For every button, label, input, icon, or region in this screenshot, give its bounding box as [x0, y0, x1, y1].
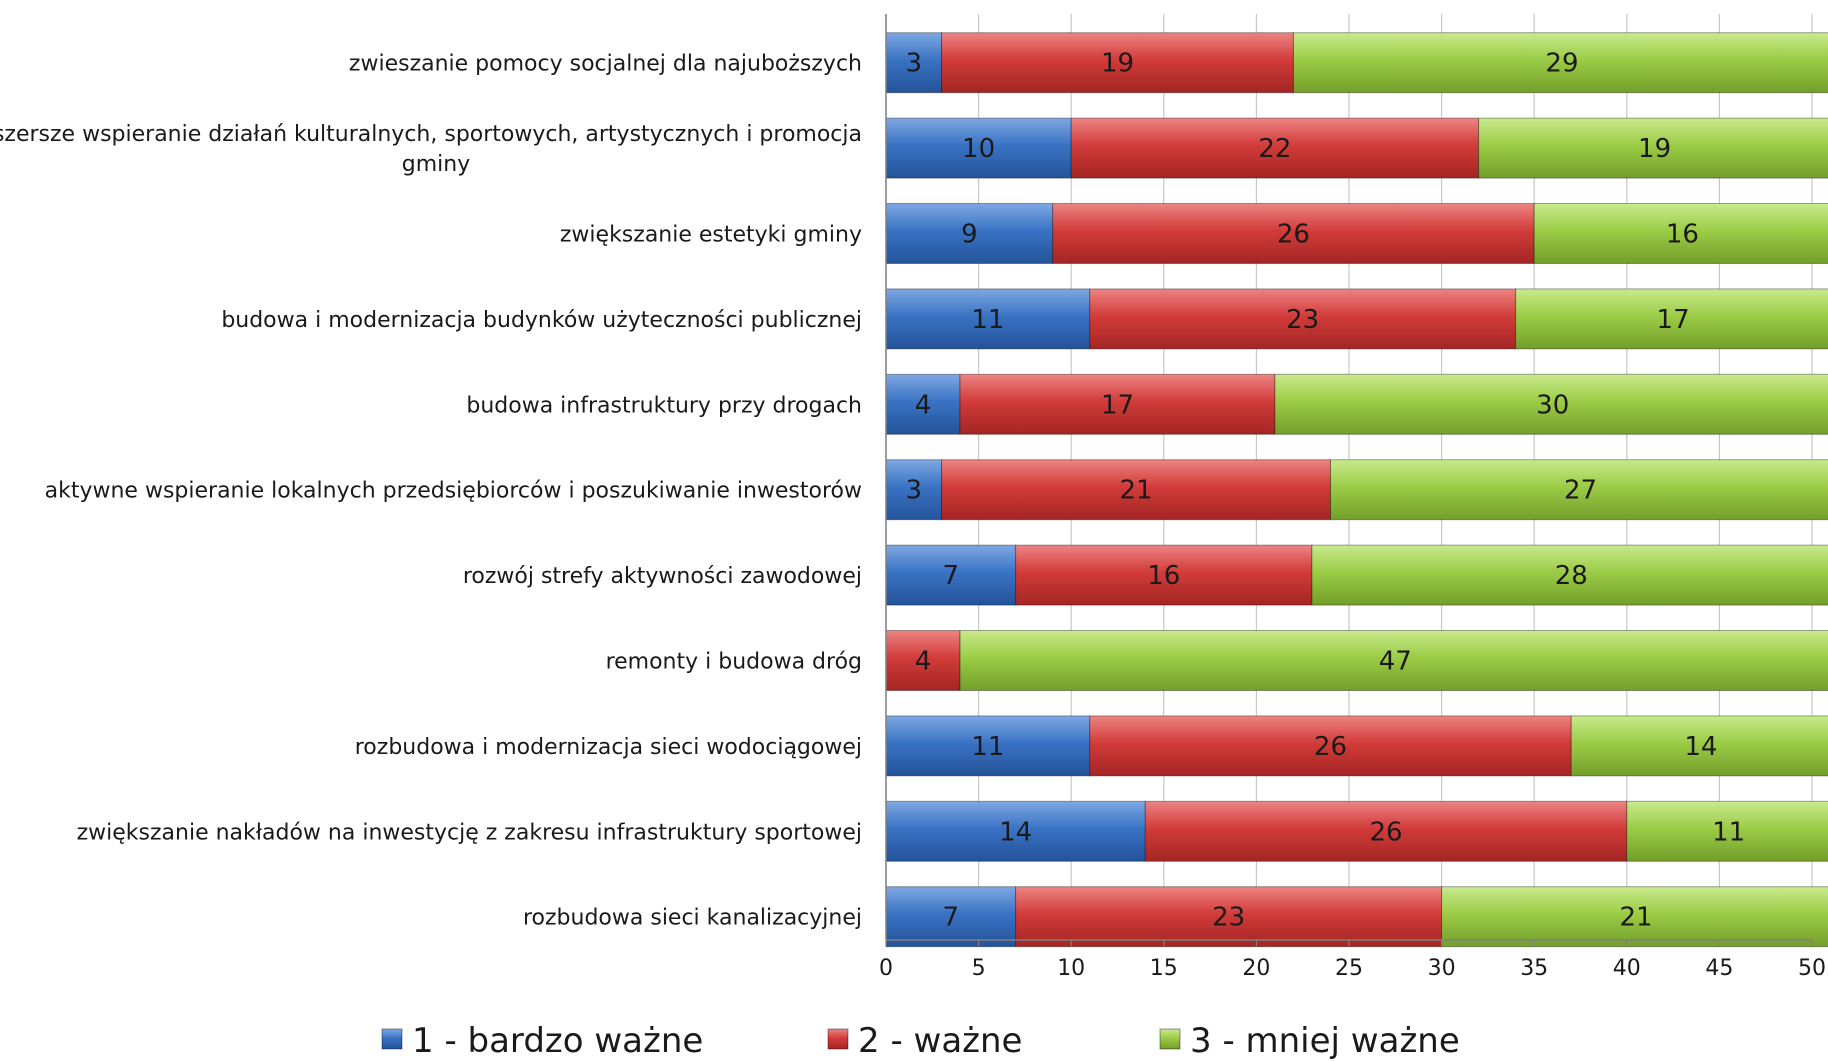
- bar-segment: [885, 288, 1091, 350]
- category-label: aktywne wspieranie lokalnych przedsiębio…: [45, 479, 862, 504]
- data-label: 7: [943, 561, 960, 591]
- data-label: 16: [1147, 561, 1180, 591]
- data-label: 22: [1258, 134, 1291, 164]
- data-label: 23: [1212, 903, 1245, 933]
- data-label: 29: [1545, 49, 1578, 79]
- bar-segment: [1626, 800, 1828, 862]
- data-label: 47: [1379, 647, 1412, 677]
- data-label: 21: [1620, 903, 1653, 933]
- tick-label: 15: [1150, 956, 1178, 981]
- category-label: rozwój strefy aktywności zawodowej: [463, 564, 862, 589]
- data-label: 21: [1119, 476, 1152, 506]
- data-label: 11: [971, 732, 1004, 762]
- bar-segment: [941, 459, 1331, 521]
- bar-segment: [941, 32, 1294, 94]
- data-label: 17: [1101, 390, 1134, 420]
- category-label: rozbudowa i modernizacja sieci wodociągo…: [355, 735, 862, 760]
- bar-segment: [885, 117, 1072, 179]
- category-label: remonty i budowa dróg: [606, 650, 862, 675]
- category-label: budowa i modernizacja budynków użyteczno…: [221, 308, 862, 333]
- bar-segment: [885, 32, 943, 94]
- bar-segment: [1311, 544, 1828, 606]
- legend-swatch: [827, 1028, 849, 1050]
- category-label-line: gminy: [402, 152, 470, 177]
- data-label: 19: [1638, 134, 1671, 164]
- category-label: rozbudowa sieci kanalizacyjnej: [523, 906, 862, 931]
- data-label: 3: [906, 49, 923, 79]
- data-label: 7: [943, 903, 960, 933]
- category-label-line: szersze wspieranie działań kulturalnych,…: [0, 122, 862, 147]
- data-label: 16: [1666, 220, 1699, 250]
- data-label: 11: [1712, 817, 1745, 847]
- tick-label: 40: [1613, 956, 1641, 981]
- bar-segment: [885, 203, 1054, 264]
- tick-label: 20: [1242, 956, 1270, 981]
- bar-segment: [885, 886, 1017, 948]
- bar-segment: [885, 800, 1146, 862]
- bar-segment: [1570, 715, 1828, 777]
- bar-segment: [1274, 373, 1828, 435]
- tick-label: 10: [1057, 956, 1085, 981]
- data-label: 14: [999, 817, 1032, 847]
- data-label: 30: [1536, 390, 1569, 420]
- data-label: 3: [906, 476, 923, 506]
- data-label: 10: [962, 134, 995, 164]
- bar-segment: [1478, 117, 1828, 179]
- category-label: szersze wspieranie działań kulturalnych,…: [0, 122, 862, 177]
- bar-segment: [1533, 203, 1828, 264]
- data-label: 28: [1555, 561, 1588, 591]
- legend-label: 3 - mniej ważne: [1190, 1021, 1460, 1061]
- data-label: 4: [915, 390, 932, 420]
- x-axis: 0 5 10 15 20 25 30 35 40 45 50: [879, 14, 1826, 981]
- data-label: 26: [1314, 732, 1347, 762]
- tick-label: 45: [1705, 956, 1733, 981]
- bar-segment: [959, 373, 1276, 435]
- tick-label: 30: [1428, 956, 1456, 981]
- bar-segment: [885, 459, 943, 521]
- legend-swatch: [1159, 1028, 1181, 1050]
- bar-segment: [1441, 886, 1828, 948]
- data-label: 23: [1286, 305, 1319, 335]
- data-label: 14: [1684, 732, 1717, 762]
- category-label: zwiększanie estetyki gminy: [560, 223, 862, 248]
- category-label: zwieszanie pomocy socjalnej dla najubożs…: [349, 52, 862, 77]
- bar-segment: [959, 630, 1828, 691]
- data-label: 9: [961, 220, 978, 250]
- legend: 1 - bardzo ważne 2 - ważne 3 - mniej ważne: [381, 1021, 1460, 1061]
- tick-label: 0: [879, 956, 893, 981]
- data-label: 17: [1657, 305, 1690, 335]
- legend-label: 2 - ważne: [858, 1021, 1022, 1061]
- bars-group: 3 19 29 10 22 19 9 26 16 11 23 17 4 17 30 3 21 27 7 16 28 4 47…: [885, 32, 1828, 948]
- bar-segment: [885, 715, 1091, 777]
- data-label: 27: [1564, 476, 1597, 506]
- tick-label: 35: [1520, 956, 1548, 981]
- bar-segment: [1329, 459, 1828, 521]
- tick-label: 50: [1798, 956, 1826, 981]
- bar-segment: [1070, 117, 1480, 179]
- tick-label: 25: [1335, 956, 1363, 981]
- tick-label: 5: [972, 956, 986, 981]
- legend-swatch: [381, 1028, 403, 1050]
- category-labels: zwieszanie pomocy socjalnej dla najubożs…: [0, 52, 862, 931]
- bar-segment: [1089, 715, 1572, 777]
- data-label: 26: [1277, 220, 1310, 250]
- bar-segment: [1144, 800, 1628, 862]
- category-label: zwiększanie nakładów na inwestycję z zak…: [77, 820, 862, 845]
- bar-segment: [1015, 886, 1443, 948]
- bar-segment: [1089, 288, 1517, 350]
- data-label: 19: [1101, 49, 1134, 79]
- category-label: budowa infrastruktury przy drogach: [466, 393, 862, 418]
- bar-segment: [1515, 288, 1828, 350]
- data-label: 4: [915, 647, 932, 677]
- bar-segment: [1052, 203, 1535, 264]
- bar-segment: [885, 544, 1017, 606]
- data-label: 26: [1369, 817, 1402, 847]
- bar-segment: [1292, 32, 1828, 94]
- legend-label: 1 - bardzo ważne: [412, 1021, 703, 1061]
- data-label: 11: [971, 305, 1004, 335]
